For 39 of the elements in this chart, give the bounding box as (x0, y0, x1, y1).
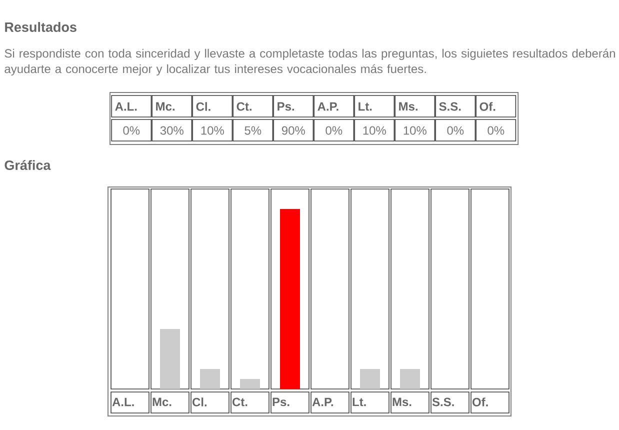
category-label: Lt. (352, 398, 366, 406)
x-tick-label: Cl. (196, 102, 210, 111)
bar (200, 368, 220, 389)
bar (160, 328, 180, 389)
category-label: A.L. (112, 398, 134, 406)
category-label: S.S. (432, 398, 454, 406)
x-tick-label: Ct. (236, 102, 252, 111)
bar (360, 368, 380, 389)
x-tick-label: S.S. (439, 102, 461, 111)
data-label: 0% (123, 126, 140, 135)
category-label: A.P. (312, 398, 333, 406)
x-tick-label: Ps. (278, 102, 294, 111)
x-tick-label: Ms. (399, 102, 418, 111)
x-tick-label: Lt. (358, 102, 372, 111)
data-label: 5% (244, 126, 262, 135)
data-label: 0% (488, 126, 504, 135)
data-label: 30% (160, 126, 184, 135)
x-tick-label: Of. (480, 102, 496, 111)
category-label: Cl. (192, 398, 207, 406)
x-tick-label: A.L. (115, 102, 137, 111)
x-tick-label: Mc. (156, 102, 174, 111)
bar (400, 368, 420, 389)
category-label: Of. (472, 398, 488, 406)
chart-subtitle: Si respondiste con toda sinceridad y llevaste a completaste todas las preguntas, los siguietes resultados deberán ayudarte a conocerte mejor y localizar tus intereses vocacionales más fuertes. (4, 48, 615, 76)
category-label: Ps. (272, 398, 290, 406)
category-label: Mc. (152, 398, 172, 406)
bar (280, 208, 300, 389)
data-label: 0% (447, 126, 464, 135)
chart-title: Resultados (5, 22, 76, 32)
data-label: 10% (404, 126, 426, 135)
bar (240, 378, 260, 389)
data-label: 10% (201, 126, 224, 135)
category-label: Ct. (232, 398, 248, 406)
data-label: 10% (363, 126, 386, 135)
text: Gráfica (4, 160, 51, 170)
x-tick-label: A.P. (318, 102, 338, 111)
data-label: 0% (326, 126, 342, 135)
category-label: Ms. (392, 398, 412, 406)
data-label: 90% (282, 126, 305, 135)
